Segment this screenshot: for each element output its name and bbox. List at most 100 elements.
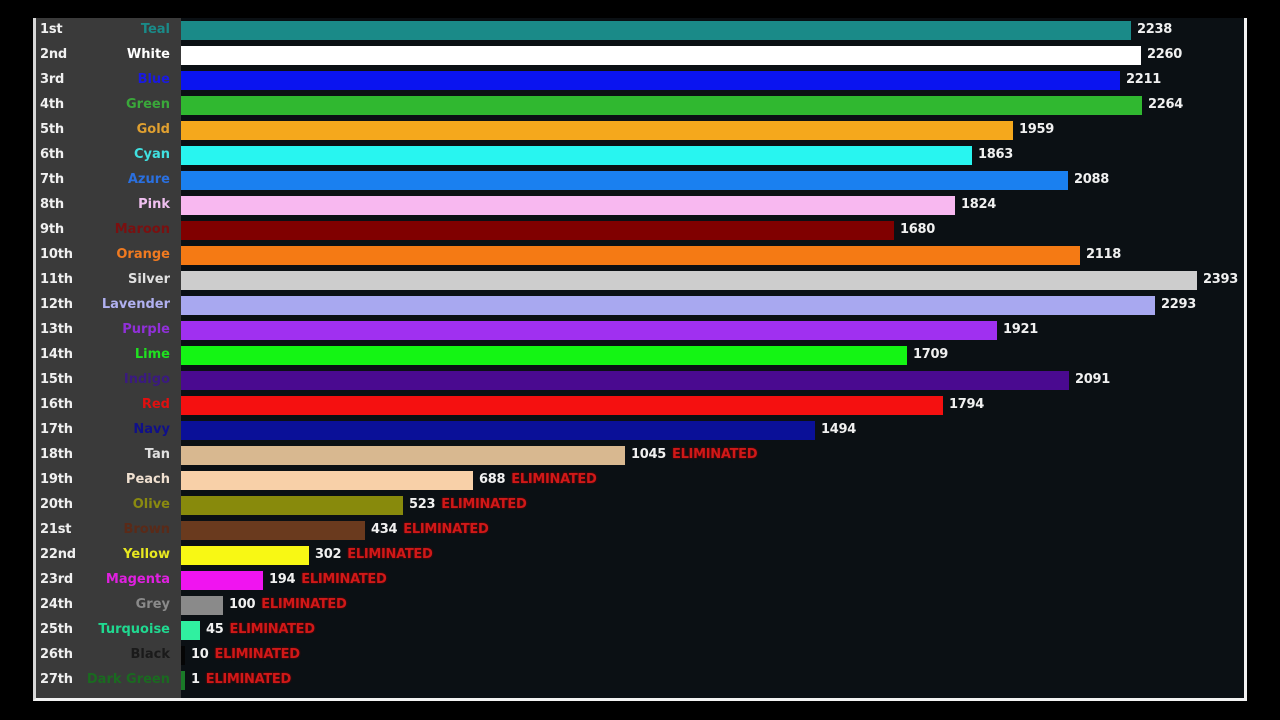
value-label: 1 ELIMINATED [191, 672, 291, 687]
bar-row: 14th Lime 1709 [36, 343, 1244, 368]
value-number: 2088 [1074, 172, 1109, 187]
bar-row: 9th Maroon 1680 [36, 218, 1244, 243]
bar-row: 13th Purple 1921 [36, 318, 1244, 343]
bar-row: 12th Lavender 2293 [36, 293, 1244, 318]
value-number: 1 [191, 672, 200, 687]
value-number: 1824 [961, 197, 996, 212]
value-number: 2293 [1161, 297, 1196, 312]
value-label: 688 ELIMINATED [479, 472, 597, 487]
value-label: 1680 [900, 222, 935, 237]
bar-row: 11th Silver 2393 [36, 268, 1244, 293]
value-number: 1921 [1003, 322, 1038, 337]
color-name-label: Tan [144, 447, 170, 462]
value-number: 1680 [900, 222, 935, 237]
value-label: 2211 [1126, 72, 1161, 87]
bar-row: 23rd Magenta 194 ELIMINATED [36, 568, 1244, 593]
bar [181, 221, 894, 240]
color-name-label: Indigo [123, 372, 170, 387]
eliminated-badge: ELIMINATED [301, 572, 387, 587]
value-label: 2264 [1148, 97, 1183, 112]
color-name-label: Green [126, 97, 170, 112]
color-name-label: Olive [132, 497, 170, 512]
bar [181, 271, 1197, 290]
rank-label: 20th [40, 497, 73, 512]
color-name-label: Turquoise [98, 622, 170, 637]
eliminated-badge: ELIMINATED [261, 597, 347, 612]
color-name-label: Purple [122, 322, 170, 337]
value-number: 1709 [913, 347, 948, 362]
eliminated-badge: ELIMINATED [205, 672, 292, 687]
value-number: 2260 [1147, 47, 1182, 62]
label-column [36, 18, 181, 698]
value-label: 2293 [1161, 297, 1196, 312]
bar [181, 496, 403, 515]
rank-label: 9th [40, 222, 64, 237]
color-name-label: Brown [123, 522, 170, 537]
bar-row: 24th Grey 100 ELIMINATED [36, 593, 1244, 618]
value-label: 302 ELIMINATED [315, 547, 433, 562]
value-number: 2238 [1137, 22, 1172, 37]
bar [181, 571, 263, 590]
rank-label: 26th [40, 647, 73, 662]
value-label: 1921 [1003, 322, 1038, 337]
bar [181, 396, 943, 415]
rank-label: 1st [40, 22, 63, 37]
color-name-label: Dark Green [86, 672, 170, 687]
color-name-label: Gold [136, 122, 170, 137]
bar-row: 16th Red 1794 [36, 393, 1244, 418]
rank-label: 15th [40, 372, 73, 387]
color-name-label: Silver [128, 272, 170, 287]
value-label: 2238 [1137, 22, 1172, 37]
rank-label: 4th [40, 97, 64, 112]
color-name-label: Lime [134, 347, 170, 362]
value-number: 2118 [1086, 247, 1121, 262]
bar-row: 3rd Blue 2211 [36, 68, 1244, 93]
bar [181, 146, 972, 165]
bar [181, 471, 473, 490]
bar [181, 646, 185, 665]
rank-label: 13th [40, 322, 73, 337]
bar [181, 546, 309, 565]
value-number: 1494 [821, 422, 856, 437]
value-number: 688 [479, 472, 506, 487]
rank-label: 25th [40, 622, 73, 637]
value-label: 2091 [1075, 372, 1110, 387]
value-label: 2393 [1203, 272, 1238, 287]
value-number: 1863 [978, 147, 1013, 162]
bar [181, 596, 223, 615]
value-label: 434 ELIMINATED [371, 522, 489, 537]
eliminated-badge: ELIMINATED [511, 472, 597, 487]
bar [181, 371, 1069, 390]
bar [181, 421, 815, 440]
rank-label: 14th [40, 347, 73, 362]
color-name-label: Orange [116, 247, 170, 262]
bar [181, 121, 1013, 140]
bar-row: 27th Dark Green 1 ELIMINATED [36, 668, 1244, 693]
bar [181, 46, 1141, 65]
bar [181, 171, 1068, 190]
eliminated-badge: ELIMINATED [671, 447, 758, 462]
value-number: 194 [269, 572, 296, 587]
bar-row: 8th Pink 1824 [36, 193, 1244, 218]
eliminated-badge: ELIMINATED [403, 522, 489, 537]
value-number: 10 [191, 647, 209, 662]
color-name-label: Black [130, 647, 171, 662]
value-number: 434 [371, 522, 398, 537]
bar-row: 25th Turquoise 45 ELIMINATED [36, 618, 1244, 643]
bar-row: 22nd Yellow 302 ELIMINATED [36, 543, 1244, 568]
bar-row: 4th Green 2264 [36, 93, 1244, 118]
value-number: 2264 [1148, 97, 1183, 112]
bar-row: 6th Cyan 1863 [36, 143, 1244, 168]
bar-row: 26th Black 10 ELIMINATED [36, 643, 1244, 668]
rank-label: 23rd [40, 572, 74, 587]
value-label: 1794 [949, 397, 984, 412]
color-name-label: Pink [138, 197, 170, 212]
value-label: 1494 [821, 422, 856, 437]
bar [181, 621, 200, 640]
value-number: 1045 [631, 447, 666, 462]
value-number: 2091 [1075, 372, 1110, 387]
color-name-label: Teal [140, 22, 170, 37]
value-label: 1959 [1019, 122, 1054, 137]
eliminated-badge: ELIMINATED [229, 622, 316, 637]
bar [181, 96, 1142, 115]
